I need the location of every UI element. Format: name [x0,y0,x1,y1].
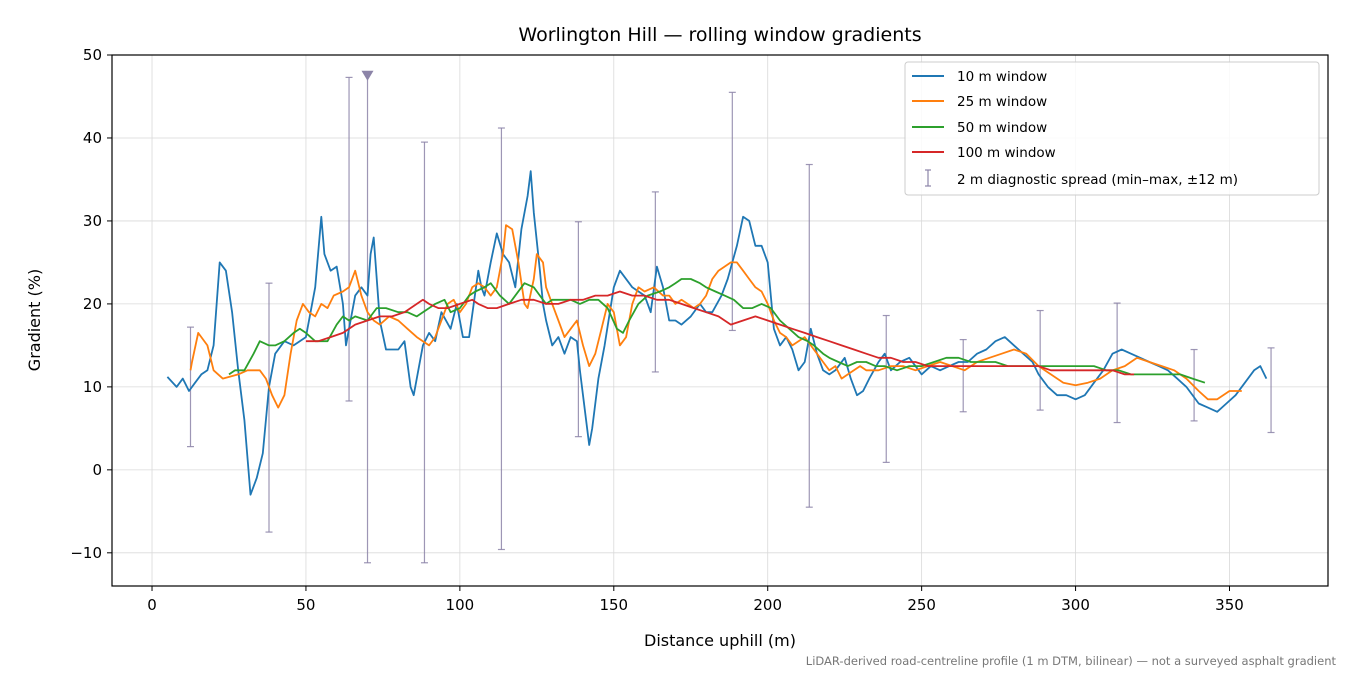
axis-ticks: 0 50 100 150 200 250 300 350 −10 0 10 20 30 40 50 [70,46,1243,614]
x-tick-label: 100 [446,596,475,614]
spread-errorbar [1036,309,1044,411]
spread-clip-marker [361,70,374,81]
legend: 10 m window 25 m window 50 m window 100 … [904,61,1320,196]
x-tick-label: 300 [1061,596,1090,614]
plot-frame [111,54,1329,587]
spread-errorbar [420,141,428,564]
x-tick-label: 200 [753,596,782,614]
spread-errorbar [345,76,353,402]
x-tick-label: 250 [907,596,936,614]
series-line-3 [305,290,1135,376]
legend-box [904,61,1320,196]
y-tick-label: 50 [83,46,102,64]
series-line-0 [166,170,1268,496]
legend-swatch-spread [925,169,931,187]
y-axis-label: Gradient (%) [25,269,44,371]
legend-label-25m: 25 m window [957,94,1047,110]
spread-errorbar [1113,302,1121,424]
spread-errorbar [728,91,736,332]
y-tick-label: 20 [83,295,102,313]
spread-errorbar [187,326,195,448]
spread-errorbar [882,314,890,463]
spread-errorbar [959,338,967,413]
x-tick-label: 50 [296,596,315,614]
x-tick-label: 0 [147,596,157,614]
y-tick-label: 10 [83,378,102,396]
series-line-2 [228,278,1206,384]
y-tick-label: 30 [83,212,102,230]
y-tick-label: 0 [92,461,102,479]
legend-label-50m: 50 m window [957,120,1047,136]
spread-errorbar [265,282,273,533]
y-tick-label: 40 [83,129,102,147]
spread-errorbar [497,127,505,551]
footnote: LiDAR-derived road-centreline profile (1… [806,654,1337,668]
legend-label-100m: 100 m window [957,145,1056,161]
legend-label-10m: 10 m window [957,69,1047,85]
chart-title: Worlington Hill — rolling window gradien… [518,24,921,46]
x-tick-label: 350 [1215,596,1244,614]
legend-label-spread: 2 m diagnostic spread (min–max, ±12 m) [957,172,1238,188]
spread-errorbar [1267,347,1275,434]
series-lines [166,170,1268,496]
x-axis-label: Distance uphill (m) [644,631,796,650]
y-tick-label: −10 [70,544,102,562]
x-tick-label: 150 [599,596,628,614]
